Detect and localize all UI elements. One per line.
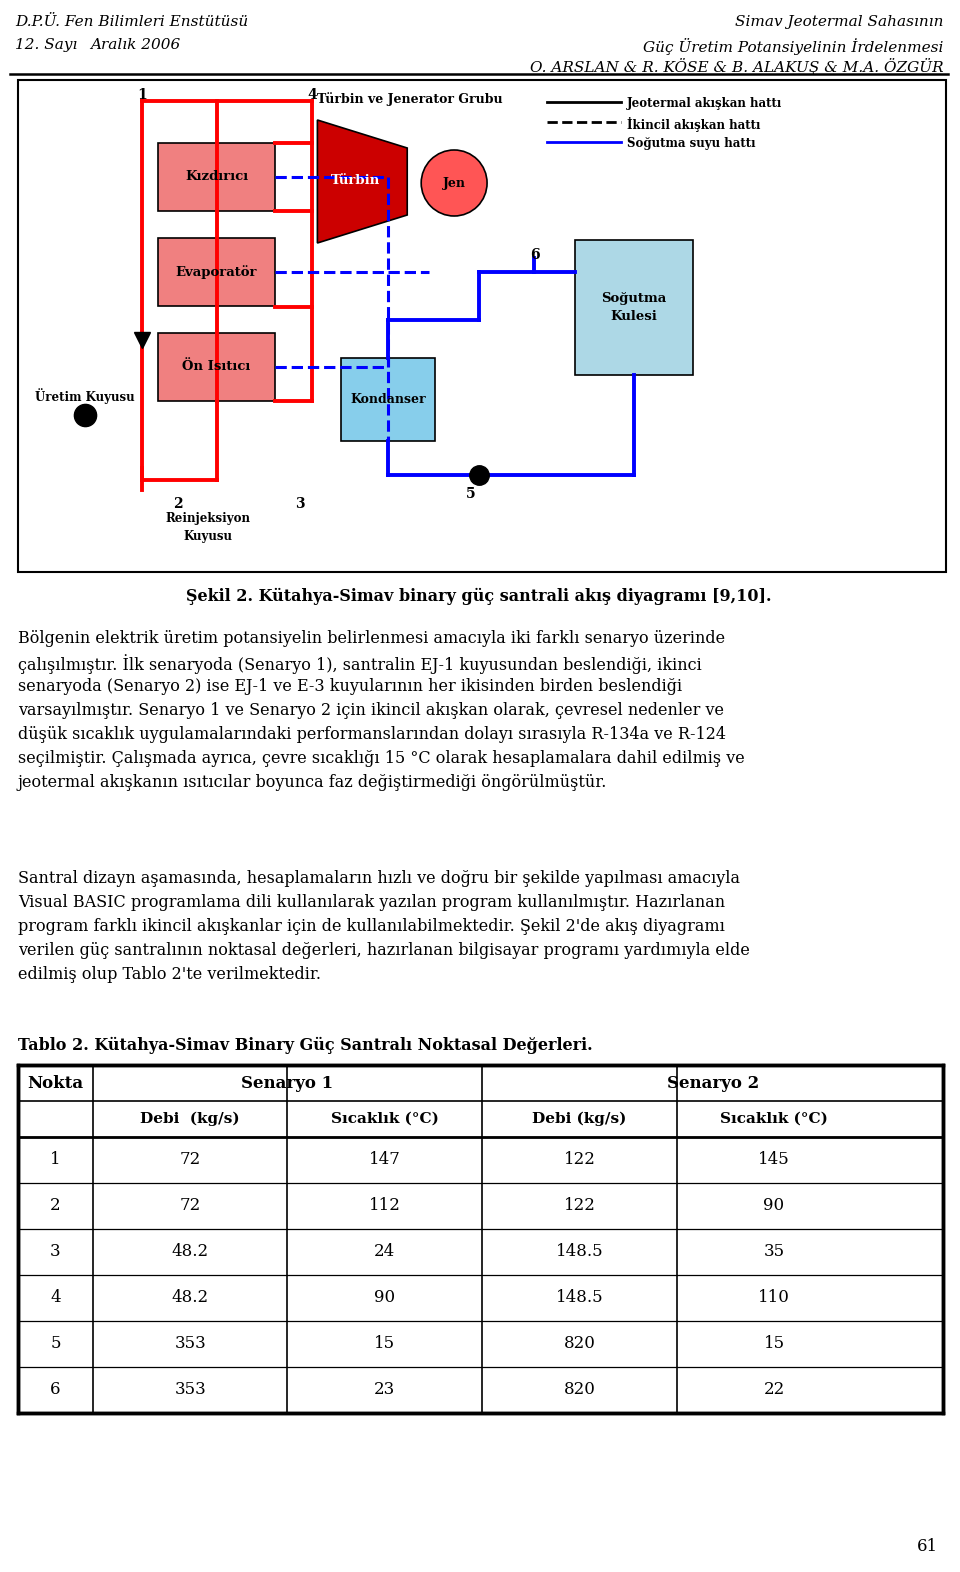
Text: O. ARSLAN & R. KÖSE & B. ALAKUŞ & M.A. ÖZGÜR: O. ARSLAN & R. KÖSE & B. ALAKUŞ & M.A. Ö… xyxy=(530,58,944,75)
Text: D.P.Ü. Fen Bilimleri Enstütüsü: D.P.Ü. Fen Bilimleri Enstütüsü xyxy=(15,16,249,28)
Text: Şekil 2. Kütahya-Simav binary güç santrali akış diyagramı [9,10].: Şekil 2. Kütahya-Simav binary güç santra… xyxy=(186,588,772,605)
Text: 24: 24 xyxy=(374,1243,396,1261)
Text: 2: 2 xyxy=(173,497,182,511)
Text: 5: 5 xyxy=(467,487,476,501)
Text: İkincil akışkan hattı: İkincil akışkan hattı xyxy=(627,116,760,132)
Text: Kızdırıcı: Kızdırıcı xyxy=(185,170,249,184)
Text: senaryoda (Senaryo 2) ise EJ-1 ve E-3 kuyularının her ikisinden birden beslendiğ: senaryoda (Senaryo 2) ise EJ-1 ve E-3 ku… xyxy=(18,678,683,695)
Text: Ön Isıtıcı: Ön Isıtıcı xyxy=(182,360,251,374)
Text: Kondanser: Kondanser xyxy=(350,393,426,406)
Text: 15: 15 xyxy=(763,1336,784,1352)
Text: 353: 353 xyxy=(175,1382,206,1399)
Bar xyxy=(18,80,947,572)
Text: jeotermal akışkanın ısıtıcılar boyunca faz değiştirmediği öngörülmüştür.: jeotermal akışkanın ısıtıcılar boyunca f… xyxy=(18,773,608,791)
Text: 110: 110 xyxy=(758,1289,790,1306)
Text: Debi  (kg/s): Debi (kg/s) xyxy=(140,1111,240,1126)
Text: 72: 72 xyxy=(180,1152,201,1168)
Text: Santral dizayn aşamasında, hesaplamaların hızlı ve doğru bir şekilde yapılması a: Santral dizayn aşamasında, hesaplamaları… xyxy=(18,869,740,887)
Text: 23: 23 xyxy=(374,1382,396,1399)
Text: Aralık 2006: Aralık 2006 xyxy=(90,38,180,52)
Text: Soğutma suyu hattı: Soğutma suyu hattı xyxy=(627,137,756,149)
Text: 2: 2 xyxy=(50,1198,60,1215)
Text: 6: 6 xyxy=(530,248,540,263)
Text: 122: 122 xyxy=(564,1198,595,1215)
Text: 5: 5 xyxy=(50,1336,60,1352)
Bar xyxy=(157,333,276,401)
Text: Tablo 2. Kütahya-Simav Binary Güç Santralı Noktasal Değerleri.: Tablo 2. Kütahya-Simav Binary Güç Santra… xyxy=(18,1038,592,1055)
Text: 6: 6 xyxy=(50,1382,60,1399)
Text: varsayılmıştır. Senaryo 1 ve Senaryo 2 için ikincil akışkan olarak, çevresel ned: varsayılmıştır. Senaryo 1 ve Senaryo 2 i… xyxy=(18,703,724,718)
Text: 122: 122 xyxy=(564,1152,595,1168)
Text: 48.2: 48.2 xyxy=(172,1289,208,1306)
Text: Simav Jeotermal Sahasının: Simav Jeotermal Sahasının xyxy=(734,16,944,28)
Text: 820: 820 xyxy=(564,1382,595,1399)
Bar xyxy=(575,241,693,376)
Text: Sıcaklık (°C): Sıcaklık (°C) xyxy=(720,1111,828,1126)
Text: 61: 61 xyxy=(917,1537,938,1555)
Text: Senaryo 2: Senaryo 2 xyxy=(666,1075,758,1091)
Text: edilmiş olup Tablo 2'te verilmektedir.: edilmiş olup Tablo 2'te verilmektedir. xyxy=(18,967,321,982)
Text: düşük sıcaklık uygulamalarındaki performanslarından dolayı sırasıyla R-134a ve R: düşük sıcaklık uygulamalarındaki perform… xyxy=(18,726,726,744)
Text: 15: 15 xyxy=(374,1336,396,1352)
Text: 820: 820 xyxy=(564,1336,595,1352)
Text: Türbin: Türbin xyxy=(330,174,380,187)
Text: 48.2: 48.2 xyxy=(172,1243,208,1261)
Text: 90: 90 xyxy=(374,1289,396,1306)
Text: verilen güç santralının noktasal değerleri, hazırlanan bilgisayar programı yardı: verilen güç santralının noktasal değerle… xyxy=(18,942,750,959)
Text: Soğutma
Kulesi: Soğutma Kulesi xyxy=(601,292,666,322)
Text: Reinjeksiyon
Kuyusu: Reinjeksiyon Kuyusu xyxy=(165,512,251,542)
Text: 1: 1 xyxy=(137,88,147,102)
Text: 4: 4 xyxy=(50,1289,60,1306)
Text: Senaryo 1: Senaryo 1 xyxy=(241,1075,333,1091)
Text: Sıcaklık (°C): Sıcaklık (°C) xyxy=(331,1111,439,1126)
Text: 12. Sayı: 12. Sayı xyxy=(15,38,78,52)
Text: 353: 353 xyxy=(175,1336,206,1352)
Text: 148.5: 148.5 xyxy=(556,1243,603,1261)
Text: 4: 4 xyxy=(307,88,317,102)
Text: 145: 145 xyxy=(758,1152,790,1168)
Text: 112: 112 xyxy=(369,1198,400,1215)
Text: Evaporatör: Evaporatör xyxy=(176,266,257,278)
Text: Türbin ve Jenerator Grubu: Türbin ve Jenerator Grubu xyxy=(318,93,503,105)
Text: Debi (kg/s): Debi (kg/s) xyxy=(532,1111,627,1126)
Text: 3: 3 xyxy=(295,497,304,511)
Text: 35: 35 xyxy=(763,1243,784,1261)
Text: Güç Üretim Potansiyelinin İrdelenmesi: Güç Üretim Potansiyelinin İrdelenmesi xyxy=(643,38,944,55)
Text: 1: 1 xyxy=(50,1152,60,1168)
Text: 148.5: 148.5 xyxy=(556,1289,603,1306)
Bar xyxy=(157,143,276,211)
Text: seçilmiştir. Çalışmada ayrıca, çevre sıcaklığı 15 °C olarak hesaplamalara dahil : seçilmiştir. Çalışmada ayrıca, çevre sıc… xyxy=(18,750,745,767)
Text: Jeotermal akışkan hattı: Jeotermal akışkan hattı xyxy=(627,97,782,110)
Polygon shape xyxy=(318,119,407,244)
Text: 3: 3 xyxy=(50,1243,60,1261)
Text: Nokta: Nokta xyxy=(27,1075,84,1091)
Bar xyxy=(18,1064,944,1413)
Text: 72: 72 xyxy=(180,1198,201,1215)
Text: Üretim Kuyusu: Üretim Kuyusu xyxy=(35,388,134,404)
Text: Visual BASIC programlama dili kullanılarak yazılan program kullanılmıştır. Hazır: Visual BASIC programlama dili kullanılar… xyxy=(18,894,725,912)
Text: Jen: Jen xyxy=(443,176,466,190)
Text: 147: 147 xyxy=(369,1152,400,1168)
Circle shape xyxy=(421,149,487,215)
Bar xyxy=(157,237,276,307)
Text: 22: 22 xyxy=(763,1382,784,1399)
Text: 90: 90 xyxy=(763,1198,784,1215)
Text: program farklı ikincil akışkanlar için de kullanılabilmektedir. Şekil 2'de akış : program farklı ikincil akışkanlar için d… xyxy=(18,918,725,935)
Text: Bölgenin elektrik üretim potansiyelin belirlenmesi amacıyla iki farklı senaryo ü: Bölgenin elektrik üretim potansiyelin be… xyxy=(18,630,725,648)
Bar xyxy=(342,358,435,442)
Text: çalışılmıştır. İlk senaryoda (Senaryo 1), santralin EJ-1 kuyusundan beslendiği, : çalışılmıştır. İlk senaryoda (Senaryo 1)… xyxy=(18,654,702,674)
